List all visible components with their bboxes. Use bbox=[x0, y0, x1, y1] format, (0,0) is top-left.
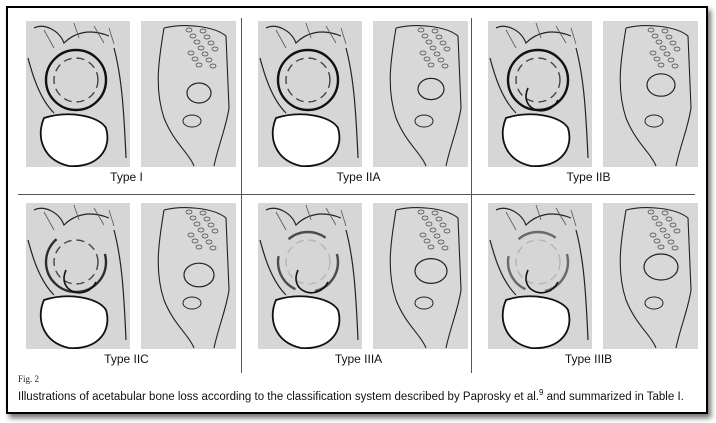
panel-label: Type I bbox=[110, 170, 143, 184]
panel-type-iiib: Type IIIB bbox=[476, 200, 701, 370]
caption-text-end: and summarized in Table I. bbox=[543, 390, 684, 403]
row-divider bbox=[18, 194, 695, 195]
panel-label: Type IIC bbox=[104, 352, 149, 366]
panel-type-iia: Type IIA bbox=[246, 18, 471, 188]
panel-type-iiia: Type IIIA bbox=[246, 200, 471, 370]
column-divider-right bbox=[471, 18, 472, 373]
column-divider-left bbox=[241, 18, 242, 373]
panel-type-iic: Type IIC bbox=[14, 200, 239, 370]
acetabulum-illustration bbox=[258, 21, 468, 167]
figure-frame: Type I Type IIA Type IIB Type IIC Type I… bbox=[6, 6, 708, 414]
caption-text: Illustrations of acetabular bone loss ac… bbox=[18, 390, 539, 403]
panel-label: Type IIB bbox=[566, 170, 611, 184]
acetabulum-illustration bbox=[488, 203, 698, 349]
panel-type-i: Type I bbox=[14, 18, 239, 188]
acetabulum-illustration bbox=[26, 203, 236, 349]
panel-label: Type IIIB bbox=[564, 352, 613, 366]
caption-reference: 9 bbox=[538, 388, 544, 397]
acetabulum-illustration bbox=[488, 21, 698, 167]
figure-number: Fig. 2 bbox=[18, 374, 40, 384]
panel-label: Type IIA bbox=[336, 170, 381, 184]
panel-type-iib: Type IIB bbox=[476, 18, 701, 188]
panel-label: Type IIIA bbox=[334, 352, 383, 366]
acetabulum-illustration bbox=[26, 21, 236, 167]
figure-caption: Illustrations of acetabular bone loss ac… bbox=[18, 388, 684, 403]
acetabulum-illustration bbox=[258, 203, 468, 349]
